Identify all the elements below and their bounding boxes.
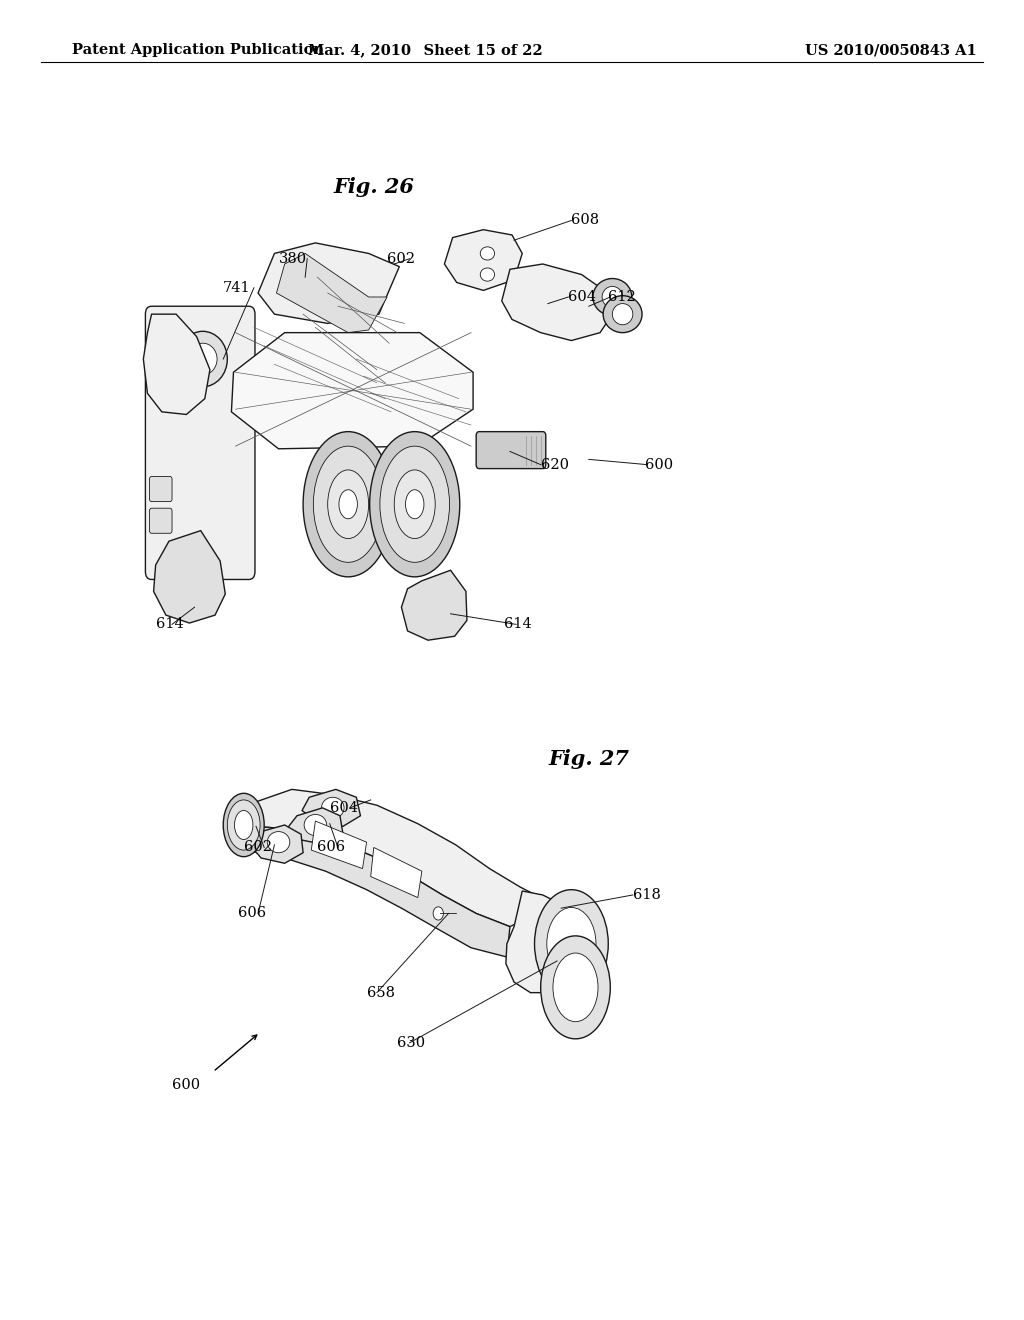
- Text: 614: 614: [504, 618, 531, 631]
- Ellipse shape: [322, 797, 344, 818]
- Text: 606: 606: [238, 907, 265, 920]
- Polygon shape: [276, 253, 387, 333]
- Ellipse shape: [328, 470, 369, 539]
- Text: 620: 620: [541, 458, 568, 471]
- Text: 741: 741: [223, 281, 251, 294]
- Text: 380: 380: [279, 252, 306, 265]
- Ellipse shape: [406, 490, 424, 519]
- Ellipse shape: [304, 814, 327, 836]
- Ellipse shape: [394, 470, 435, 539]
- Polygon shape: [444, 230, 522, 290]
- Text: 614: 614: [156, 618, 183, 631]
- Polygon shape: [502, 264, 612, 341]
- Polygon shape: [143, 314, 210, 414]
- Ellipse shape: [535, 890, 608, 998]
- Ellipse shape: [433, 907, 443, 920]
- Text: 606: 606: [317, 841, 345, 854]
- Ellipse shape: [223, 793, 264, 857]
- Ellipse shape: [480, 247, 495, 260]
- Ellipse shape: [480, 268, 495, 281]
- Ellipse shape: [380, 446, 450, 562]
- Ellipse shape: [303, 432, 393, 577]
- FancyBboxPatch shape: [476, 432, 546, 469]
- Text: Fig. 27: Fig. 27: [549, 748, 629, 770]
- Polygon shape: [258, 243, 399, 323]
- Text: 630: 630: [397, 1036, 425, 1049]
- Polygon shape: [506, 891, 575, 993]
- Ellipse shape: [602, 286, 623, 308]
- Polygon shape: [254, 789, 541, 927]
- Ellipse shape: [188, 343, 217, 375]
- Text: 618: 618: [633, 888, 660, 902]
- Ellipse shape: [541, 936, 610, 1039]
- Text: 604: 604: [330, 801, 357, 814]
- Text: 612: 612: [608, 290, 636, 304]
- Polygon shape: [251, 826, 510, 957]
- Text: 604: 604: [568, 290, 596, 304]
- Text: Patent Application Publication: Patent Application Publication: [72, 44, 324, 57]
- Text: 600: 600: [172, 1078, 200, 1092]
- Ellipse shape: [267, 832, 290, 853]
- Text: 602: 602: [387, 252, 415, 265]
- Ellipse shape: [227, 800, 260, 850]
- Polygon shape: [250, 825, 303, 863]
- Polygon shape: [371, 847, 422, 898]
- Ellipse shape: [612, 304, 633, 325]
- Polygon shape: [311, 821, 367, 869]
- Text: US 2010/0050843 A1: US 2010/0050843 A1: [805, 44, 977, 57]
- Ellipse shape: [339, 490, 357, 519]
- Text: Mar. 4, 2010  Sheet 15 of 22: Mar. 4, 2010 Sheet 15 of 22: [307, 44, 543, 57]
- Ellipse shape: [313, 446, 383, 562]
- Ellipse shape: [603, 296, 642, 333]
- Text: 602: 602: [244, 841, 271, 854]
- Text: 658: 658: [367, 986, 394, 999]
- Polygon shape: [287, 808, 343, 845]
- Ellipse shape: [593, 279, 632, 315]
- Text: Fig. 26: Fig. 26: [334, 177, 414, 198]
- Polygon shape: [231, 333, 473, 449]
- Ellipse shape: [234, 810, 253, 840]
- Text: 608: 608: [571, 214, 599, 227]
- Text: 600: 600: [645, 458, 673, 471]
- FancyBboxPatch shape: [145, 306, 255, 579]
- Ellipse shape: [553, 953, 598, 1022]
- FancyBboxPatch shape: [150, 508, 172, 533]
- FancyBboxPatch shape: [150, 477, 172, 502]
- Polygon shape: [154, 531, 225, 623]
- Ellipse shape: [547, 908, 596, 979]
- Ellipse shape: [178, 331, 227, 387]
- Polygon shape: [401, 570, 467, 640]
- Ellipse shape: [370, 432, 460, 577]
- Polygon shape: [302, 789, 360, 826]
